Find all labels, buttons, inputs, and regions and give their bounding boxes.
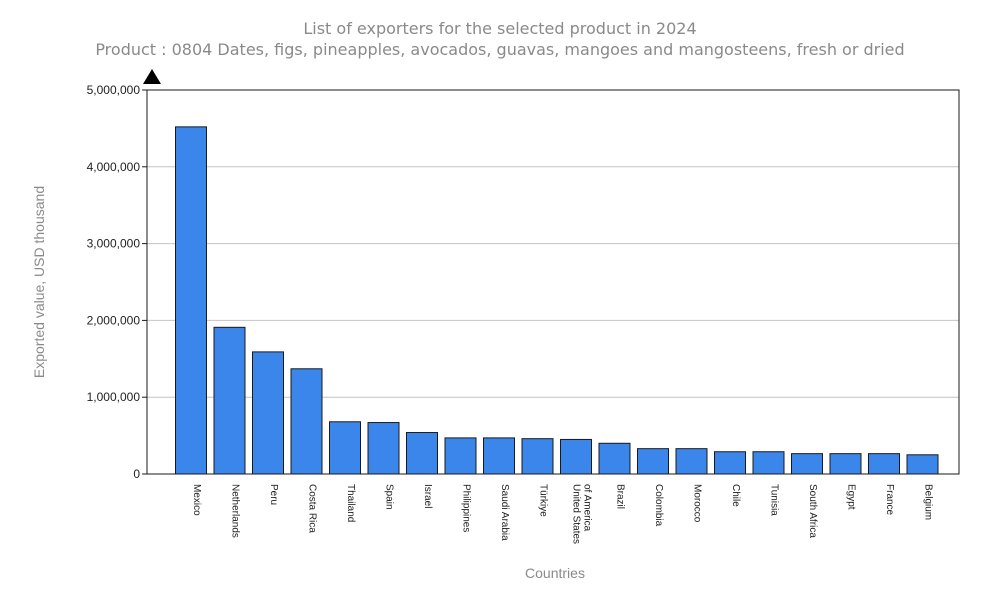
- y-tick-label: 1,000,000: [87, 390, 141, 404]
- x-category-label: of America: [582, 484, 593, 532]
- x-category-label: Türkiye: [538, 484, 549, 517]
- bar-egypt: [829, 453, 862, 475]
- chart-subtitle: Product : 0804 Dates, figs, pineapples, …: [95, 40, 904, 59]
- y-tick-label: 5,000,000: [87, 83, 141, 97]
- bar-t-rkiye: [521, 438, 554, 475]
- x-category-label: Costa Rica: [307, 484, 318, 533]
- x-category-label: Belgium: [923, 484, 934, 520]
- y-tick-label: 0: [133, 467, 140, 481]
- x-category-label: Saudi Arabia: [499, 484, 510, 541]
- gridlines: [147, 166, 959, 398]
- bar-united-states-of-america: [560, 438, 592, 475]
- bar-saudi-arabia: [483, 437, 515, 475]
- x-category-label: Chile: [730, 484, 741, 507]
- x-category-label: Tunisia: [769, 484, 780, 516]
- y-tick-label: 4,000,000: [87, 160, 141, 174]
- bar-brazil: [598, 442, 631, 475]
- bar-mexico: [175, 126, 207, 475]
- bar-israel: [406, 432, 438, 475]
- y-axis-title: Exported value, USD thousand: [31, 186, 47, 378]
- x-category-label: Israel: [422, 484, 433, 508]
- x-category-label: Peru: [268, 484, 279, 505]
- bar-thailand: [329, 421, 361, 475]
- bar-colombia: [637, 448, 669, 475]
- bar-south-africa: [791, 453, 823, 475]
- bar-philippines: [444, 437, 477, 475]
- x-category-label: France: [884, 484, 895, 516]
- y-tick-label: 3,000,000: [87, 237, 141, 251]
- bar-netherlands: [213, 326, 246, 475]
- x-category-label: Brazil: [615, 484, 626, 509]
- x-category-label: Philippines: [461, 484, 472, 532]
- x-axis-category-labels: Mexico Netherlands Peru Costa Rica Thailand S…: [191, 484, 934, 544]
- bar-belgium: [906, 454, 939, 475]
- x-category-label: Thailand: [345, 484, 356, 522]
- x-category-label: Spain: [384, 484, 395, 510]
- x-category-label: Netherlands: [230, 484, 241, 538]
- bar-morocco: [675, 448, 708, 475]
- plot-frame: [146, 89, 960, 475]
- x-axis-title: Countries: [525, 565, 585, 581]
- bars: [175, 126, 939, 475]
- x-category-label: United States: [571, 484, 582, 544]
- chart-title: List of exporters for the selected produ…: [303, 19, 696, 38]
- bar-chile: [714, 451, 746, 475]
- y-axis-arrow-icon: [143, 69, 161, 84]
- x-category-label: Egypt: [846, 484, 857, 510]
- bar-peru: [252, 351, 284, 475]
- bar-spain: [367, 422, 400, 475]
- x-category-label: Mexico: [191, 484, 202, 516]
- x-category-label: Morocco: [692, 484, 703, 523]
- y-tick-label: 2,000,000: [87, 313, 141, 327]
- bar-costa-rica: [290, 368, 323, 475]
- bar-tunisia: [752, 451, 785, 475]
- x-category-label: Colombia: [653, 484, 664, 527]
- y-axis-ticks: 0 1,000,000 2,000,000 3,000,000 4,000,000 5,0…: [87, 83, 147, 481]
- x-category-label: South Africa: [807, 484, 818, 538]
- bar-france: [868, 453, 900, 475]
